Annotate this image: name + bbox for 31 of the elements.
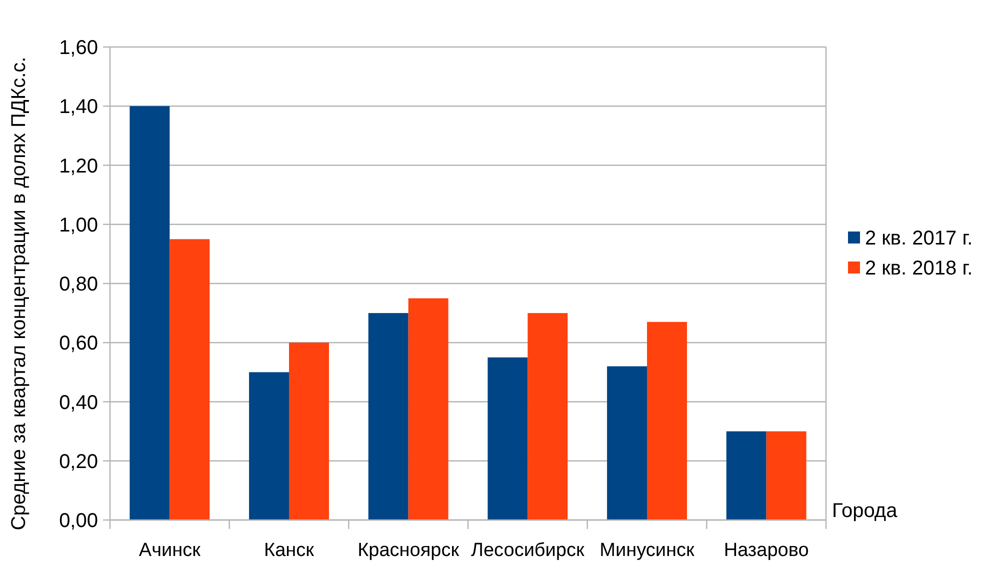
x-tick-label: Ачинск	[138, 540, 202, 561]
bar	[488, 357, 528, 520]
bar	[528, 313, 568, 520]
y-tick-label: 0,20	[59, 450, 98, 473]
bar	[408, 298, 448, 520]
bar	[249, 372, 289, 520]
y-tick-label: 1,00	[59, 214, 98, 236]
x-tick-label: Минусинск	[600, 540, 696, 561]
y-tick-label: 1,40	[59, 96, 98, 118]
bar	[368, 313, 408, 520]
bar	[607, 366, 647, 520]
bar	[130, 106, 170, 520]
y-tick-label: 1,60	[59, 37, 98, 59]
x-tick-label: Назарово	[724, 540, 809, 561]
y-tick-label: 0,40	[59, 392, 98, 414]
y-axis-title: Средние за квартал концентрации в долях ПДКс.с.	[8, 56, 30, 530]
y-tick-label: 1,20	[59, 155, 98, 178]
legend-label: 2 кв. 2018 г.	[865, 258, 973, 280]
bar	[766, 431, 806, 520]
y-tick-label: 0,00	[59, 510, 98, 532]
x-tick-label: Канск	[264, 540, 315, 561]
bar	[647, 322, 687, 520]
y-tick-label: 0,80	[59, 274, 98, 296]
y-tick-label: 0,60	[59, 332, 98, 355]
x-tick-label: Красноярск	[358, 540, 460, 561]
bar	[289, 342, 329, 520]
bar	[170, 239, 210, 520]
bar	[726, 431, 766, 520]
x-axis-title: Города	[832, 500, 898, 522]
x-tick-label: Лесосибирск	[471, 540, 585, 561]
legend-label: 2 кв. 2017 г.	[865, 228, 973, 250]
